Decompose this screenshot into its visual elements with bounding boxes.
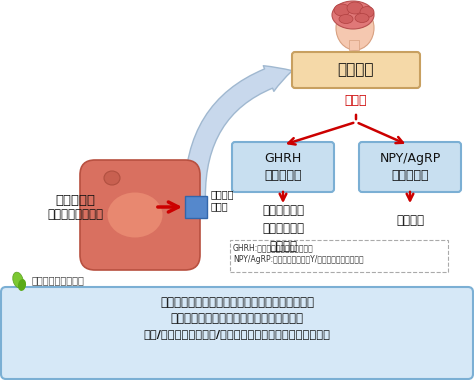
Ellipse shape	[332, 1, 374, 29]
Text: 視床下部: 視床下部	[338, 62, 374, 78]
Text: 摂食充進: 摂食充進	[396, 214, 424, 226]
FancyBboxPatch shape	[80, 160, 200, 270]
Text: 成長ホルモン分泌充進と摂食充進により、: 成長ホルモン分泌充進と摂食充進により、	[171, 312, 303, 325]
Ellipse shape	[13, 272, 23, 288]
Ellipse shape	[339, 14, 353, 24]
FancyBboxPatch shape	[359, 142, 461, 192]
Text: 体重/筋肉量増加・食欲/代謝充進し、がん悪液質を改善する: 体重/筋肉量増加・食欲/代謝充進し、がん悪液質を改善する	[144, 329, 330, 339]
Text: 活性化: 活性化	[345, 93, 367, 106]
FancyBboxPatch shape	[232, 142, 334, 192]
Text: エドルミズ: エドルミズ	[55, 193, 95, 206]
Ellipse shape	[360, 6, 374, 17]
FancyBboxPatch shape	[292, 52, 420, 88]
Text: GHRH
ニューロン: GHRH ニューロン	[264, 152, 302, 182]
Text: NPY/AgRP:ニューロペプチドY/アグーチ関連ペプチド: NPY/AgRP:ニューロペプチドY/アグーチ関連ペプチド	[233, 255, 364, 264]
Text: グレリン
受容体: グレリン 受容体	[211, 189, 235, 211]
FancyBboxPatch shape	[1, 287, 473, 379]
Text: エドルミズがグレリン受容体を刺激することで、: エドルミズがグレリン受容体を刺激することで、	[160, 296, 314, 309]
Text: NPY/AgRP
ニューロン: NPY/AgRP ニューロン	[379, 152, 441, 182]
Text: 下垒体からの
成長ホルモン
分泌充進: 下垒体からの 成長ホルモン 分泌充進	[262, 204, 304, 252]
Ellipse shape	[18, 279, 26, 291]
Ellipse shape	[336, 6, 374, 50]
Bar	[349, 40, 359, 50]
Ellipse shape	[355, 14, 369, 22]
Ellipse shape	[334, 4, 350, 16]
FancyArrowPatch shape	[184, 66, 292, 197]
FancyBboxPatch shape	[230, 240, 448, 272]
Ellipse shape	[347, 2, 363, 14]
Ellipse shape	[108, 193, 163, 238]
Text: 新薬情報オンライン: 新薬情報オンライン	[32, 275, 85, 285]
Text: （アナモレリン）: （アナモレリン）	[47, 209, 103, 222]
Ellipse shape	[104, 171, 120, 185]
Text: GHRH:成長ホルモン放出ホルモン: GHRH:成長ホルモン放出ホルモン	[233, 244, 314, 252]
FancyBboxPatch shape	[185, 196, 207, 218]
